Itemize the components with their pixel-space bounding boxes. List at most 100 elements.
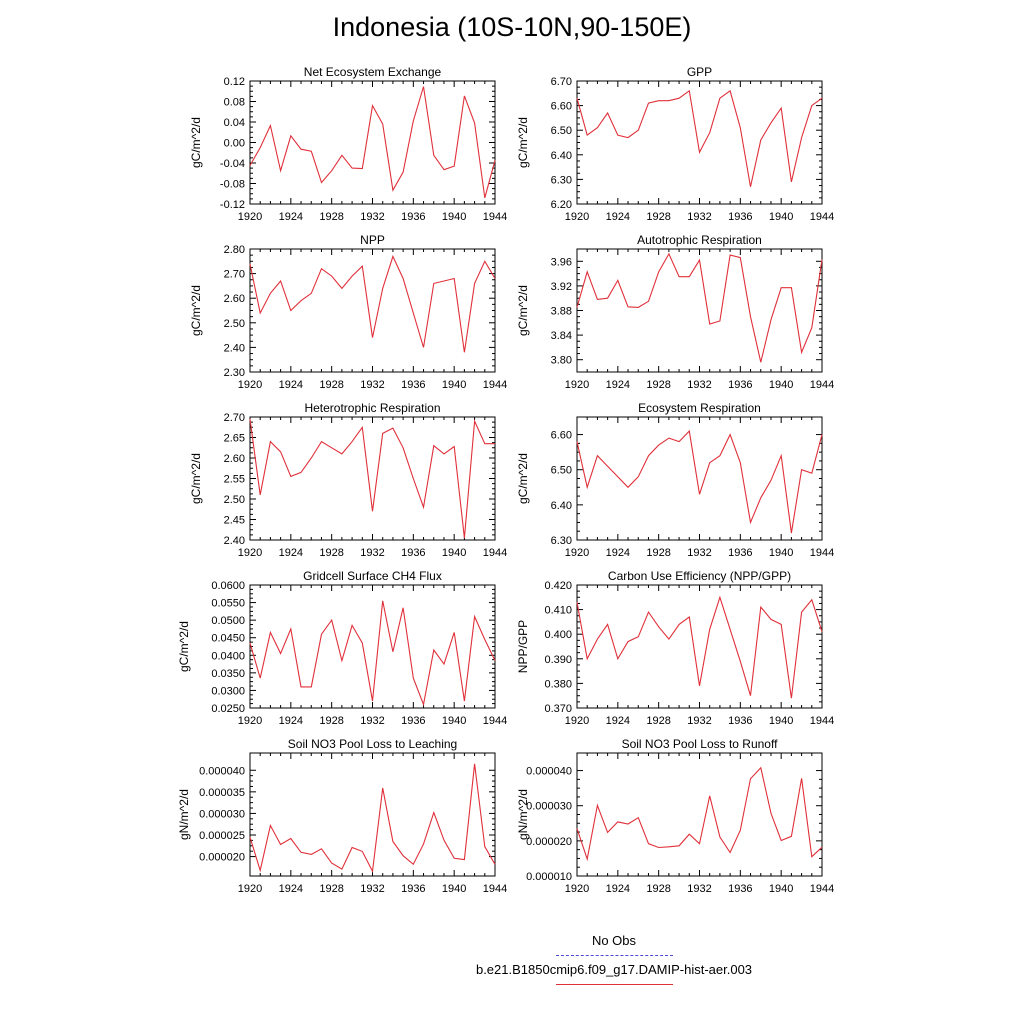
x-tick-label: 1936	[728, 883, 752, 895]
x-tick-label: 1940	[442, 211, 466, 223]
y-tick-label: 6.30	[551, 535, 572, 547]
panel-title: Net Ecosystem Exchange	[304, 65, 442, 79]
y-tick-label: -0.04	[220, 158, 245, 170]
x-tick-label: 1924	[279, 547, 303, 559]
y-tick-label: 0.000025	[199, 830, 245, 842]
x-tick-label: 1932	[360, 883, 384, 895]
x-tick-label: 1944	[810, 211, 834, 223]
panel-title: NPP	[360, 233, 385, 247]
y-tick-label: 0.000040	[526, 766, 572, 778]
plot-frame	[576, 416, 823, 541]
plot-frame	[249, 752, 496, 877]
chart-panel-8: Carbon Use Efficiency (NPP/GPP) 1920 1924 1…	[516, 569, 834, 727]
y-tick-label: 2.65	[224, 433, 245, 445]
x-tick-label: 1936	[401, 715, 425, 727]
y-axis-label: gC/m^2/d	[177, 621, 191, 672]
series-line	[249, 254, 496, 353]
x-tick-label: 1920	[238, 379, 262, 391]
x-tick-label: 1944	[810, 379, 834, 391]
x-tick-label: 1936	[401, 379, 425, 391]
x-tick-label: 1940	[769, 715, 793, 727]
x-tick-label: 1944	[483, 211, 507, 223]
y-tick-label: 6.40	[551, 500, 572, 512]
x-tick-label: 1920	[238, 715, 262, 727]
y-tick-label: 2.50	[224, 318, 245, 330]
x-tick-label: 1928	[646, 211, 670, 223]
x-tick-label: 1944	[810, 547, 834, 559]
x-tick-label: 1936	[728, 547, 752, 559]
y-axis-label: gC/m^2/d	[516, 453, 530, 504]
x-tick-label: 1944	[810, 883, 834, 895]
y-tick-label: 2.45	[224, 515, 245, 527]
series-line	[249, 86, 496, 198]
x-tick-label: 1928	[646, 547, 670, 559]
x-tick-label: 1940	[769, 883, 793, 895]
x-tick-label: 1940	[442, 883, 466, 895]
x-tick-label: 1944	[483, 547, 507, 559]
plot-frame	[576, 80, 823, 205]
legend-obs-label: No Obs	[591, 933, 637, 948]
x-tick-label: 1940	[769, 379, 793, 391]
y-tick-label: 6.60	[551, 430, 572, 442]
plot-frame	[576, 248, 823, 373]
y-tick-label: 2.40	[224, 535, 245, 547]
x-tick-label: 1944	[483, 715, 507, 727]
x-tick-label: 1920	[565, 211, 589, 223]
x-tick-label: 1928	[319, 211, 343, 223]
y-tick-label: 2.55	[224, 474, 245, 486]
y-tick-label: 0.000020	[199, 852, 245, 864]
y-tick-label: 0.0400	[211, 650, 245, 662]
y-tick-label: 6.40	[551, 150, 572, 162]
x-tick-label: 1920	[565, 379, 589, 391]
series-line	[249, 418, 495, 539]
x-tick-label: 1936	[728, 379, 752, 391]
y-tick-label: 0.0600	[211, 580, 245, 592]
x-tick-label: 1940	[442, 379, 466, 391]
plot-frame	[576, 752, 823, 877]
x-tick-label: 1932	[360, 211, 384, 223]
x-tick-label: 1928	[319, 547, 343, 559]
x-tick-label: 1920	[238, 211, 262, 223]
y-tick-label: 2.40	[224, 342, 245, 354]
x-tick-label: 1928	[319, 883, 343, 895]
x-tick-label: 1924	[606, 379, 630, 391]
y-tick-label: 0.420	[544, 580, 572, 592]
y-tick-label: 3.92	[551, 281, 572, 293]
series-line	[576, 766, 823, 862]
y-tick-label: 2.60	[224, 453, 245, 465]
y-tick-label: 0.04	[224, 117, 245, 129]
y-tick-label: 0.390	[544, 654, 572, 666]
y-tick-label: 0.00	[224, 138, 245, 150]
series-line	[576, 595, 823, 699]
chart-panel-10: Soil NO3 Pool Loss to Runoff 1920 1924 1928…	[516, 737, 834, 895]
y-tick-label: 0.0450	[211, 633, 245, 645]
x-tick-label: 1928	[646, 379, 670, 391]
y-tick-label: 0.0350	[211, 668, 245, 680]
x-tick-label: 1944	[810, 715, 834, 727]
y-tick-label: 6.50	[551, 465, 572, 477]
y-tick-label: 0.410	[544, 605, 572, 617]
x-tick-label: 1940	[442, 547, 466, 559]
y-tick-label: 2.70	[224, 412, 245, 424]
chart-panel-2: GPP 1920 1924 1928 1932 1936 1940 1944 6.20 6.30 6…	[516, 65, 834, 223]
y-tick-label: 0.000030	[526, 801, 572, 813]
y-tick-label: 3.80	[551, 355, 572, 367]
y-axis-label: gN/m^2/d	[177, 789, 191, 840]
y-tick-label: 3.96	[551, 256, 572, 268]
x-tick-label: 1936	[728, 211, 752, 223]
y-tick-label: 0.08	[224, 97, 245, 109]
series-line	[249, 600, 496, 707]
y-tick-label: 6.30	[551, 174, 572, 186]
x-tick-label: 1920	[238, 883, 262, 895]
y-tick-label: 0.0300	[211, 685, 245, 697]
y-axis-label: NPP/GPP	[516, 620, 530, 673]
x-tick-label: 1924	[606, 883, 630, 895]
y-tick-label: 2.60	[224, 293, 245, 305]
chart-panel-5: Heterotrophic Respiration 1920 1924 1928 193…	[189, 401, 507, 559]
x-tick-label: 1928	[646, 715, 670, 727]
y-tick-label: 6.50	[551, 125, 572, 137]
x-tick-label: 1920	[565, 715, 589, 727]
y-tick-label: 0.380	[544, 678, 572, 690]
y-axis-label: gC/m^2/d	[189, 453, 203, 504]
